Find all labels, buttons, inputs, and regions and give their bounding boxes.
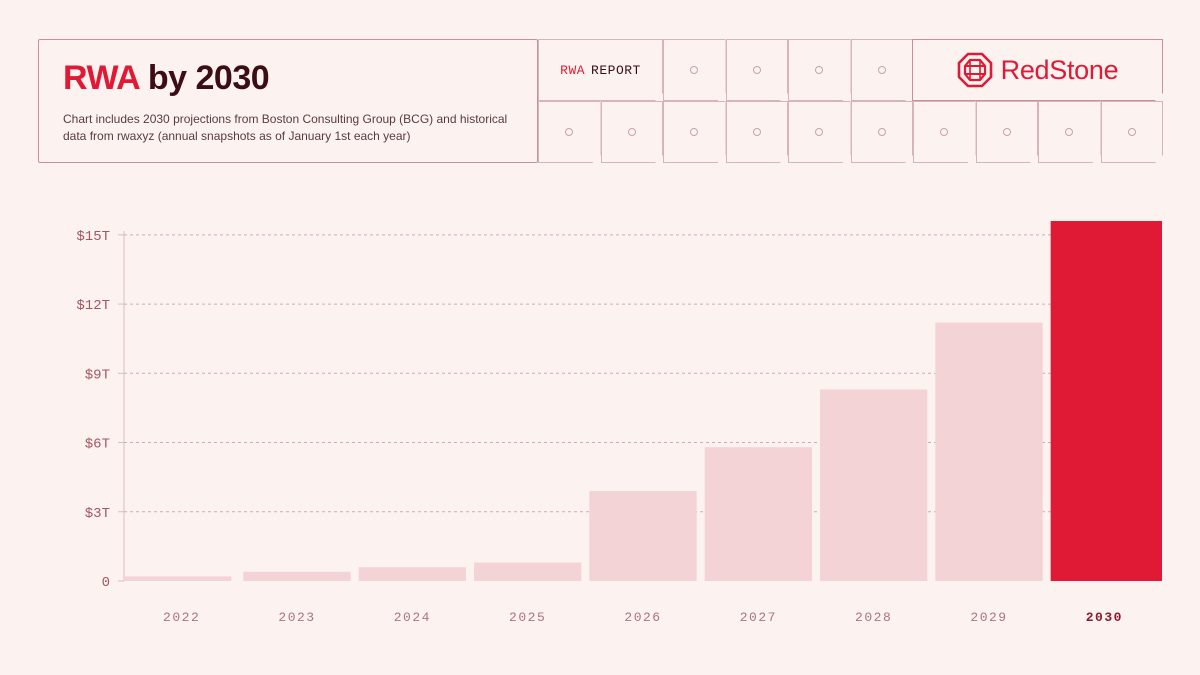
decorative-tile <box>1038 101 1101 163</box>
decorative-tile <box>726 101 789 163</box>
y-tick-label: $3T <box>85 506 110 522</box>
decorative-tile <box>538 101 601 163</box>
x-tick-label: 2025 <box>509 610 546 625</box>
tile-dot-icon <box>1065 128 1073 136</box>
tile-dot-icon <box>878 66 886 74</box>
decorative-tile <box>663 39 726 101</box>
tile-dot-icon <box>753 66 761 74</box>
bar-2027 <box>704 447 812 581</box>
y-tick-label: $6T <box>85 437 110 453</box>
tile-dot-icon <box>815 66 823 74</box>
bar-layer <box>124 221 1162 581</box>
decorative-tile <box>851 39 914 101</box>
y-tick-label: 0 <box>102 575 110 591</box>
bar-2025 <box>474 562 582 581</box>
x-tick-label: 2022 <box>163 610 200 625</box>
y-tick-label: $15T <box>76 229 110 245</box>
x-tick-label: 2027 <box>740 610 777 625</box>
bar-2024 <box>358 567 466 581</box>
decorative-tile <box>851 101 914 163</box>
bar-2023 <box>243 571 351 581</box>
bar-2022 <box>124 576 232 581</box>
report-label-suffix: REPORT <box>591 62 641 78</box>
x-tick-label: 2028 <box>855 610 892 625</box>
title-rest: by 2030 <box>138 59 270 97</box>
bar-2030 <box>1050 221 1162 581</box>
title-accent: RWA <box>63 59 139 97</box>
tile-dot-icon <box>690 128 698 136</box>
x-tick-label: 2030 <box>1086 610 1123 625</box>
brand-name: RedStone <box>1000 54 1119 85</box>
redstone-logo-icon <box>957 52 993 88</box>
page-title: RWA by 2030 <box>63 58 270 98</box>
y-tick-label: $12T <box>76 298 110 314</box>
label-layer: 0 $3T $6T $9T $12T $15T 2022 2023 2024 2025 2026 20… <box>76 229 1123 625</box>
x-tick-label: 2024 <box>394 610 431 625</box>
brand-tile: RedStone <box>912 39 1163 101</box>
decorative-tile <box>976 101 1039 163</box>
x-tick-label: 2026 <box>624 610 661 625</box>
decorative-tile <box>726 39 789 101</box>
decorative-tile <box>788 101 851 163</box>
tile-dot-icon <box>940 128 948 136</box>
tile-dot-icon <box>753 128 761 136</box>
x-tick-label: 2029 <box>970 610 1007 625</box>
tile-dot-icon <box>1128 128 1136 136</box>
decorative-tile <box>601 101 664 163</box>
decorative-tile <box>1101 101 1164 163</box>
decorative-tile <box>913 101 976 163</box>
decorative-tile <box>663 101 726 163</box>
header-card: RWA by 2030 Chart includes 2030 projecti… <box>38 39 538 163</box>
chart-subtitle: Chart includes 2030 projections from Bos… <box>63 112 508 143</box>
bar-2029 <box>935 322 1043 581</box>
decorative-tile <box>788 39 851 101</box>
tile-dot-icon <box>628 128 636 136</box>
tile-dot-icon <box>878 128 886 136</box>
x-tick-label: 2023 <box>278 610 315 625</box>
bar-2026 <box>589 491 697 581</box>
tile-dot-icon <box>690 66 698 74</box>
tile-dot-icon <box>815 128 823 136</box>
tile-dot-icon <box>1003 128 1011 136</box>
report-label-tile: RWA REPORT <box>538 39 663 101</box>
bar-2028 <box>820 389 928 581</box>
tile-dot-icon <box>565 128 573 136</box>
report-label-prefix: RWA <box>560 62 586 78</box>
y-tick-label: $9T <box>85 367 110 383</box>
